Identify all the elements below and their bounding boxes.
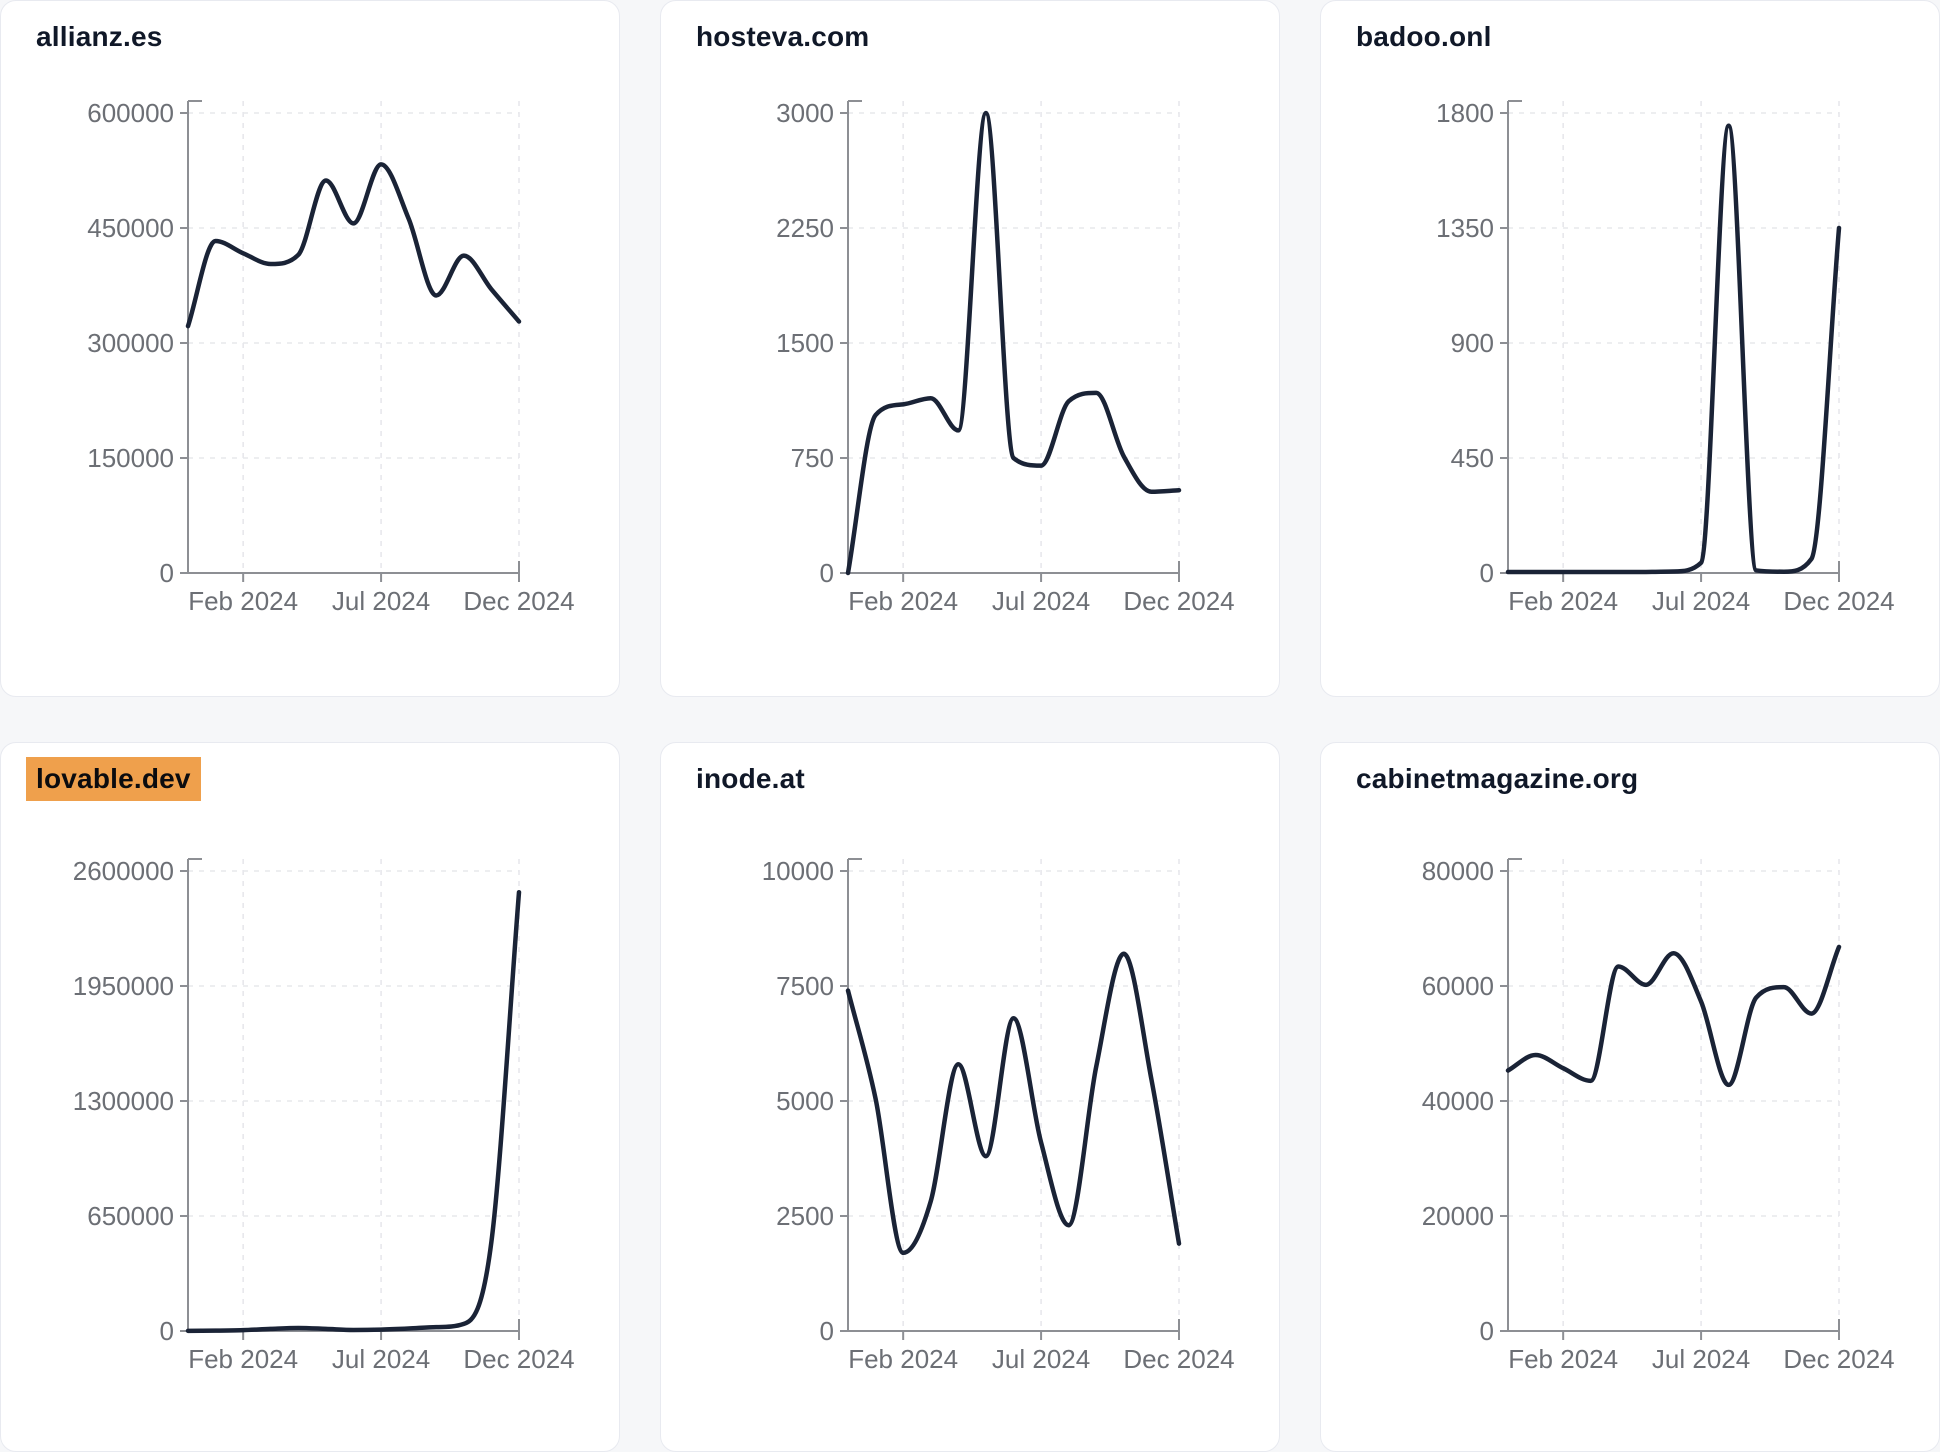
traffic-line-chart: 0 2500 5000 7500 10000 Feb 2024 Jul 2024 Dec 20… bbox=[762, 856, 1235, 1374]
x-tick-label: Jul 2024 bbox=[992, 1344, 1090, 1374]
y-tick-label: 1500 bbox=[776, 328, 834, 358]
y-tick-label: 1300000 bbox=[73, 1086, 174, 1116]
y-tick-label: 150000 bbox=[87, 443, 174, 473]
y-tick-label: 5000 bbox=[776, 1086, 834, 1116]
x-tick-label: Feb 2024 bbox=[188, 1344, 298, 1374]
y-tick-label: 600000 bbox=[87, 98, 174, 128]
domain-title-highlighted: lovable.dev bbox=[26, 757, 201, 801]
traffic-series-line bbox=[845, 110, 1182, 576]
traffic-series-line bbox=[1505, 944, 1842, 1088]
y-tick-label: 0 bbox=[160, 1316, 174, 1346]
traffic-line-chart: 0 450 900 1350 1800 Feb 2024 Jul 2024 Dec 2024 bbox=[1436, 98, 1895, 616]
x-tick-label: Dec 2024 bbox=[1783, 1344, 1894, 1374]
domain-card-lovable: lovable.dev 0 650000 1300000 1950000 2600000… bbox=[0, 742, 620, 1452]
y-tick-label: 3000 bbox=[776, 98, 834, 128]
y-tick-label: 0 bbox=[820, 1316, 834, 1346]
x-tick-label: Jul 2024 bbox=[1652, 1344, 1750, 1374]
domain-card-cabinetmagazine: cabinetmagazine.org 0 20000 40000 60000 8000… bbox=[1320, 742, 1940, 1452]
x-tick-label: Feb 2024 bbox=[848, 1344, 958, 1374]
x-tick-label: Feb 2024 bbox=[188, 586, 298, 616]
y-tick-label: 450000 bbox=[87, 213, 174, 243]
x-tick-label: Dec 2024 bbox=[1123, 1344, 1234, 1374]
y-tick-label: 900 bbox=[1451, 328, 1494, 358]
y-tick-label: 0 bbox=[160, 558, 174, 588]
domain-title: badoo.onl bbox=[1356, 21, 1492, 52]
charts-row-2: lovable.dev 0 650000 1300000 1950000 2600000… bbox=[0, 742, 1940, 1452]
traffic-series-line bbox=[185, 889, 522, 1334]
y-tick-label: 10000 bbox=[762, 856, 834, 886]
x-tick-label: Dec 2024 bbox=[463, 586, 574, 616]
traffic-line-chart: 0 150000 300000 450000 600000 Feb 2024 Jul 202… bbox=[87, 98, 574, 616]
y-tick-label: 2250 bbox=[776, 213, 834, 243]
domain-card-inode: inode.at 0 2500 5000 7500 10000 Feb 2024 Jul 2… bbox=[660, 742, 1280, 1452]
x-tick-label: Feb 2024 bbox=[1508, 1344, 1618, 1374]
y-tick-label: 0 bbox=[1480, 558, 1494, 588]
y-tick-label: 1950000 bbox=[73, 971, 174, 1001]
domain-card-hosteva: hosteva.com 0 750 1500 2250 3000 Feb 2024 Jul … bbox=[660, 0, 1280, 697]
y-tick-label: 7500 bbox=[776, 971, 834, 1001]
y-tick-label: 80000 bbox=[1422, 856, 1494, 886]
domain-card-badoo: badoo.onl 0 450 900 1350 1800 Feb 2024 Jul 202… bbox=[1320, 0, 1940, 697]
x-tick-label: Dec 2024 bbox=[1123, 586, 1234, 616]
x-tick-label: Jul 2024 bbox=[992, 586, 1090, 616]
y-tick-label: 60000 bbox=[1422, 971, 1494, 1001]
y-tick-label: 0 bbox=[1480, 1316, 1494, 1346]
y-tick-label: 2600000 bbox=[73, 856, 174, 886]
y-tick-label: 300000 bbox=[87, 328, 174, 358]
y-tick-label: 650000 bbox=[87, 1201, 174, 1231]
domain-card-allianz: allianz.es 0 150000 300000 450000 600000 Feb … bbox=[0, 0, 620, 697]
y-tick-label: 20000 bbox=[1422, 1201, 1494, 1231]
x-tick-label: Jul 2024 bbox=[1652, 586, 1750, 616]
domain-title: inode.at bbox=[696, 763, 805, 794]
traffic-line-chart: 0 650000 1300000 1950000 2600000 Feb 2024 Jul … bbox=[73, 856, 575, 1374]
traffic-line-chart: 0 20000 40000 60000 80000 Feb 2024 Jul 2024 Dec… bbox=[1422, 856, 1895, 1374]
charts-row-1: allianz.es 0 150000 300000 450000 600000 Feb … bbox=[0, 0, 1940, 697]
domain-title: cabinetmagazine.org bbox=[1356, 763, 1639, 794]
y-tick-label: 0 bbox=[820, 558, 834, 588]
x-tick-label: Feb 2024 bbox=[1508, 586, 1618, 616]
x-tick-label: Jul 2024 bbox=[332, 586, 430, 616]
domain-title: hosteva.com bbox=[696, 21, 870, 52]
y-tick-label: 750 bbox=[791, 443, 834, 473]
traffic-line-chart: 0 750 1500 2250 3000 Feb 2024 Jul 2024 Dec 2024 bbox=[776, 98, 1235, 616]
y-tick-label: 2500 bbox=[776, 1201, 834, 1231]
traffic-series-line bbox=[185, 162, 522, 329]
y-tick-label: 1350 bbox=[1436, 213, 1494, 243]
y-tick-label: 450 bbox=[1451, 443, 1494, 473]
x-tick-label: Feb 2024 bbox=[848, 586, 958, 616]
traffic-series-line bbox=[1505, 123, 1842, 575]
y-tick-label: 1800 bbox=[1436, 98, 1494, 128]
domain-title: allianz.es bbox=[36, 21, 163, 52]
x-tick-label: Jul 2024 bbox=[332, 1344, 430, 1374]
traffic-series-line bbox=[845, 951, 1182, 1256]
x-tick-label: Dec 2024 bbox=[1783, 586, 1894, 616]
x-tick-label: Dec 2024 bbox=[463, 1344, 574, 1374]
y-tick-label: 40000 bbox=[1422, 1086, 1494, 1116]
